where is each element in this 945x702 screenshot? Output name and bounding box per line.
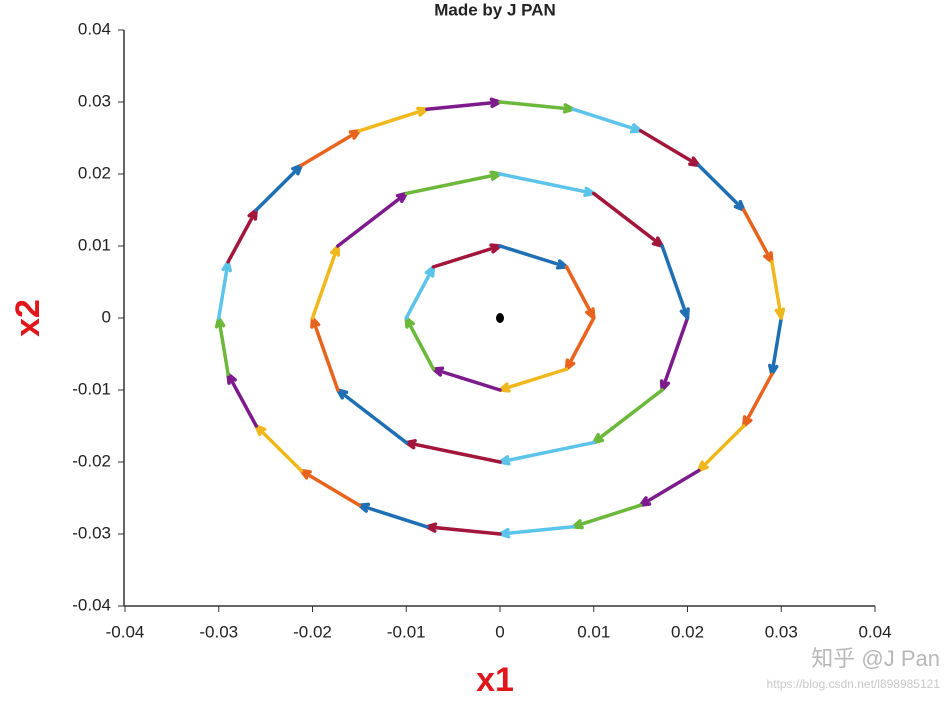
trajectory-arrow bbox=[638, 468, 701, 507]
trajectory-arrow bbox=[564, 316, 596, 371]
trajectory-arrow bbox=[310, 316, 340, 392]
x-tick-label: 0.03 bbox=[765, 622, 798, 641]
trajectory-arrow bbox=[770, 260, 786, 320]
x-tick-label: -0.02 bbox=[293, 622, 332, 641]
trajectory-arrow bbox=[299, 129, 362, 168]
trajectory-arrow bbox=[660, 244, 690, 320]
trajectory-arrow bbox=[697, 163, 746, 212]
trajectory-arrow bbox=[299, 468, 362, 507]
x-tick-label: 0.01 bbox=[577, 622, 610, 641]
trajectory-arrow bbox=[404, 265, 436, 320]
trajectory-arrow bbox=[254, 424, 303, 473]
trajectory-arrow bbox=[638, 129, 701, 168]
trajectory-arrow bbox=[404, 170, 502, 196]
y-tick-label: -0.02 bbox=[72, 451, 111, 470]
trajectory-arrow bbox=[254, 163, 303, 212]
trajectory-arrow bbox=[217, 260, 232, 320]
trajectory-arrow bbox=[659, 316, 690, 392]
chart-title: Made by J PAN bbox=[434, 0, 556, 19]
y-tick-label: 0.04 bbox=[78, 19, 111, 38]
y-axis-label: x2 bbox=[9, 299, 47, 337]
trajectory-arrow bbox=[768, 316, 783, 376]
trajectory-arrow bbox=[742, 208, 774, 264]
trajectory-arrow bbox=[742, 372, 774, 428]
trajectory-arrow bbox=[431, 243, 502, 269]
x-tick-label: -0.01 bbox=[387, 622, 426, 641]
watermark: 知乎 @J Pan bbox=[811, 646, 940, 671]
y-tick-label: -0.01 bbox=[72, 379, 111, 398]
equilibrium-point bbox=[496, 313, 504, 323]
x-tick-label: 0.02 bbox=[671, 622, 704, 641]
trajectory-arrow bbox=[498, 100, 575, 114]
trajectory-arrow bbox=[571, 107, 643, 134]
trajectory-arrow bbox=[226, 372, 258, 428]
x-tick-label: 0.04 bbox=[858, 622, 891, 641]
y-tick-label: 0.01 bbox=[78, 235, 111, 254]
trajectory-arrow bbox=[336, 191, 408, 248]
trajectory-arrow bbox=[425, 522, 502, 536]
trajectory-arrow bbox=[226, 208, 258, 264]
x-tick-label: -0.03 bbox=[199, 622, 238, 641]
trajectory-arrow bbox=[404, 316, 436, 371]
y-tick-label: -0.03 bbox=[72, 523, 111, 542]
trajectory-arrow bbox=[336, 388, 408, 445]
trajectory-arrow bbox=[592, 191, 664, 248]
trajectory-arrow bbox=[404, 439, 502, 464]
trajectory-arrow bbox=[592, 388, 664, 445]
trajectory-arrow bbox=[697, 424, 746, 473]
trajectory-arrow bbox=[357, 502, 429, 529]
trajectory-arrow bbox=[214, 316, 230, 376]
trajectory-arrow bbox=[498, 525, 575, 539]
watermark-url: https://blog.csdn.net/l898985121 bbox=[767, 677, 941, 691]
y-tick-label: -0.04 bbox=[72, 595, 111, 614]
trajectory-arrow bbox=[498, 367, 569, 393]
trajectory-arrow bbox=[564, 265, 596, 320]
x-tick-label: -0.04 bbox=[106, 622, 145, 641]
y-tick-label: 0.03 bbox=[78, 91, 111, 110]
y-tick-label: 0 bbox=[102, 307, 111, 326]
x-tick-label: 0 bbox=[495, 622, 504, 641]
trajectory-arrow bbox=[425, 97, 502, 111]
trajectory-arrow bbox=[498, 172, 596, 197]
trajectory-arrow bbox=[310, 244, 341, 320]
x-axis-label: x1 bbox=[476, 661, 514, 699]
trajectory-arrow bbox=[498, 440, 596, 466]
y-tick-label: 0.02 bbox=[78, 163, 111, 182]
trajectory-arrow bbox=[498, 244, 569, 270]
trajectory-arrow bbox=[357, 106, 429, 133]
trajectory-arrow bbox=[571, 503, 643, 530]
trajectory-arrow bbox=[431, 366, 502, 392]
